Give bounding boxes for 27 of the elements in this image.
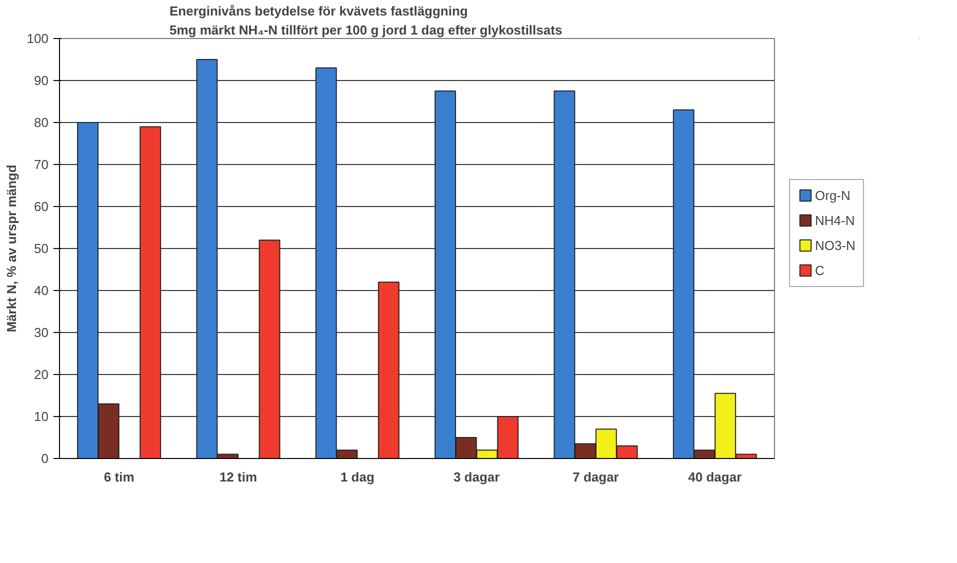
chart-title: Energinivåns betydelse för kvävets fastläggning bbox=[170, 4, 468, 18]
y-tick-label: 70 bbox=[34, 157, 49, 172]
y-tick-label: 50 bbox=[34, 241, 49, 256]
legend-label: C bbox=[815, 262, 826, 278]
chart-subtitle: 5mg märkt NH₄-N tillfört per 100 g jord 1 dag efter glykostillsats bbox=[170, 22, 562, 38]
legend-label: NO3-N bbox=[815, 238, 856, 253]
y-tick-label: 90 bbox=[34, 73, 49, 88]
y-tick-label: 40 bbox=[34, 283, 49, 298]
y-tick-label: 0 bbox=[41, 451, 49, 466]
y-axis-title: Märkt N, % av urspr mängd bbox=[4, 164, 19, 332]
x-tick-label: 6 tim bbox=[104, 470, 134, 484]
x-tick-label: 12 tim bbox=[219, 470, 258, 484]
y-tick-label: 20 bbox=[34, 367, 49, 382]
x-tick-label: 3 dagar bbox=[453, 470, 500, 484]
y-tick-label: 100 bbox=[26, 31, 49, 46]
legend-label: Org-N bbox=[815, 188, 850, 203]
bar bbox=[378, 282, 400, 458]
bar bbox=[258, 240, 280, 458]
y-tick-label: 60 bbox=[34, 199, 49, 214]
bar bbox=[140, 126, 162, 458]
y-tick-label: 10 bbox=[34, 409, 49, 424]
y-tick-label: 30 bbox=[34, 325, 49, 340]
y-tick-label: 80 bbox=[34, 115, 49, 130]
x-tick-label: 1 dag bbox=[340, 470, 374, 484]
x-tick-label: 7 dagar bbox=[572, 470, 619, 484]
x-tick-label: 40 dagar bbox=[688, 470, 742, 484]
legend-label: NH4-N bbox=[815, 212, 855, 228]
